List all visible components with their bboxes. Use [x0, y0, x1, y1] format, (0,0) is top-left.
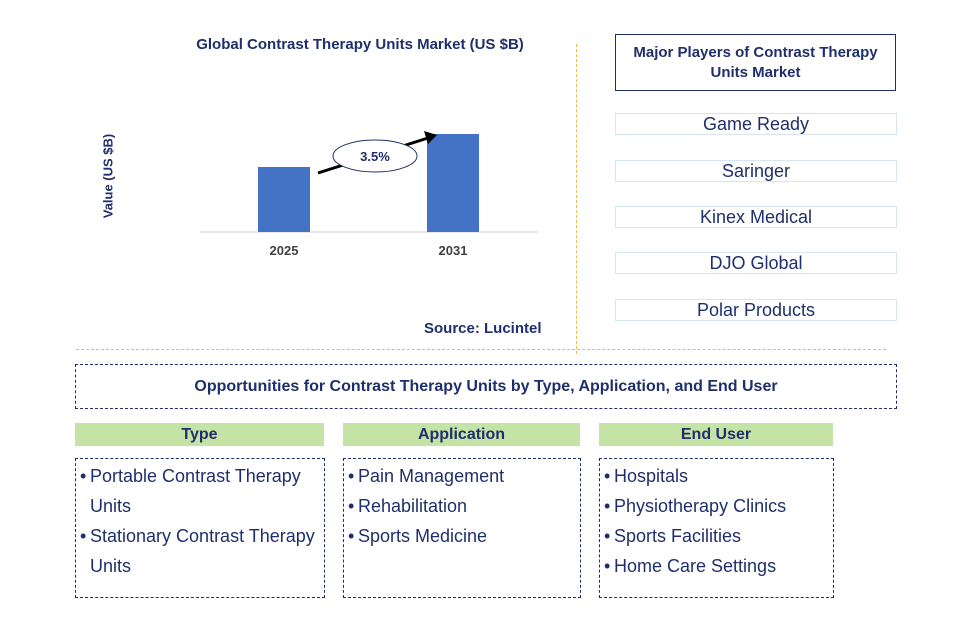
bullet-icon: •	[604, 526, 611, 546]
bar-2031	[427, 134, 479, 232]
list-item: • Home Care Settings	[604, 551, 833, 581]
bullet-icon: •	[348, 496, 355, 516]
list-item: • Hospitals	[604, 461, 833, 491]
vertical-divider	[576, 44, 577, 354]
cagr-label: 3.5%	[360, 149, 390, 164]
x-tick-label: 2025	[270, 243, 299, 258]
opportunities-title: Opportunities for Contrast Therapy Units…	[75, 364, 897, 409]
player-item: Kinex Medical	[615, 206, 897, 228]
list-item: • Sports Facilities	[604, 521, 833, 551]
bullet-icon: •	[348, 466, 355, 486]
list-item: • Rehabilitation	[348, 491, 580, 521]
cagr-bubble	[332, 139, 418, 173]
list-item-text: Sports Facilities	[614, 526, 742, 546]
growth-arrow-head	[424, 131, 437, 144]
bullet-icon: •	[604, 496, 611, 516]
list-item-text: Portable Contrast Therapy Units	[90, 466, 301, 516]
list-item: • Sports Medicine	[348, 521, 580, 551]
bar-2025	[258, 167, 310, 232]
end-user-list-box: • Hospitals • Physiotherapy Clinics • Sports …	[599, 458, 834, 598]
list-item-text: Stationary Contrast Therapy Units	[90, 526, 315, 576]
list-item: • Pain Management	[348, 461, 580, 491]
bullet-icon: •	[80, 526, 87, 546]
type-heading: Type	[75, 423, 324, 446]
application-list: • Pain Management • Rehabilitation • Sports M…	[348, 461, 580, 551]
bullet-icon: •	[604, 466, 611, 486]
list-item: • Stationary Contrast Therapy Units	[80, 521, 324, 581]
list-item-text: Rehabilitation	[358, 496, 468, 516]
horizontal-divider	[76, 349, 886, 350]
type-list-box: • Portable Contrast Therapy Units • Station…	[75, 458, 325, 598]
player-item: Saringer	[615, 160, 897, 182]
list-item-text: Sports Medicine	[358, 526, 488, 546]
bullet-icon: •	[348, 526, 355, 546]
x-tick-label: 2031	[439, 243, 468, 258]
application-list-box: • Pain Management • Rehabilitation • Sports M…	[343, 458, 581, 598]
player-item: Polar Products	[615, 299, 897, 321]
list-item: • Physiotherapy Clinics	[604, 491, 833, 521]
list-item-text: Physiotherapy Clinics	[614, 496, 787, 516]
list-item-text: Hospitals	[614, 466, 689, 486]
list-item: • Portable Contrast Therapy Units	[80, 461, 324, 521]
end-user-list: • Hospitals • Physiotherapy Clinics • Sports …	[604, 461, 833, 581]
player-item: Game Ready	[615, 113, 897, 135]
application-heading: Application	[343, 423, 580, 446]
end-user-heading: End User	[599, 423, 833, 446]
chart-title: Global Contrast Therapy Units Market (US…	[196, 36, 524, 53]
list-item-text: Home Care Settings	[614, 556, 777, 576]
bullet-icon: •	[604, 556, 611, 576]
bullet-icon: •	[80, 466, 87, 486]
type-list: • Portable Contrast Therapy Units • Station…	[80, 461, 324, 581]
source-note: Source: Lucintel	[424, 320, 542, 337]
players-title: Major Players of Contrast Therapy Units …	[615, 34, 896, 91]
list-item-text: Pain Management	[358, 466, 505, 486]
player-item: DJO Global	[615, 252, 897, 274]
